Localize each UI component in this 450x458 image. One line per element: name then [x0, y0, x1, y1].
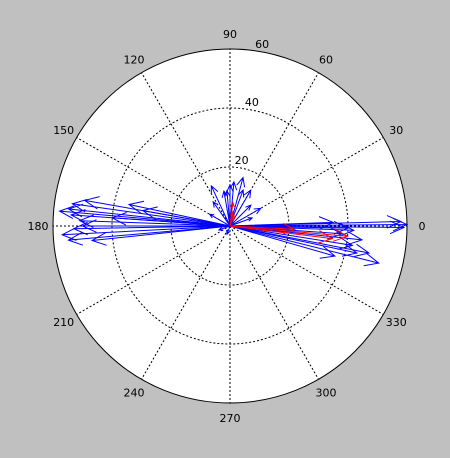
arrow-blue-11 [229, 225, 371, 257]
angle-label-330: 330 [386, 316, 407, 329]
angle-label-300: 300 [316, 386, 337, 399]
arrow-blue-3 [229, 216, 335, 230]
angle-label-90: 90 [223, 28, 237, 41]
grid-spoke-150 [76, 137, 231, 227]
arrow-blue-10 [229, 225, 380, 267]
arrow-blue-12 [229, 225, 337, 259]
ring-label-20: 20 [235, 154, 249, 167]
arrow-blue-37 [229, 204, 252, 227]
angle-label-270: 270 [220, 412, 241, 425]
plot-outline [52, 48, 408, 404]
arrow-blue-18 [78, 214, 231, 228]
angle-label-150: 150 [53, 124, 74, 137]
arrow-red-2 [229, 223, 297, 235]
arrow-blue-41 [226, 225, 231, 236]
arrow-blue-31 [226, 183, 234, 226]
angle-label-210: 210 [53, 316, 74, 329]
angle-label-60: 60 [319, 54, 333, 67]
grid-spoke-240 [141, 225, 231, 380]
arrow-blue-38 [229, 207, 262, 227]
angle-label-180: 180 [28, 220, 49, 233]
arrow-blue-33 [221, 189, 231, 227]
angle-label-120: 120 [124, 54, 145, 67]
arrow-blue-39 [229, 217, 254, 227]
arrow-blue-17 [58, 205, 231, 227]
arrow-blue-25 [141, 206, 231, 227]
arrow-red-5 [229, 213, 235, 227]
arrow-blue-24 [127, 200, 231, 227]
grid-spoke-120 [141, 72, 231, 227]
arrow-blue-27 [229, 189, 252, 227]
arrow-blue-26 [111, 212, 231, 227]
arrow-blue-34 [210, 184, 231, 227]
ring-label-60: 60 [255, 38, 269, 51]
angle-label-30: 30 [389, 124, 403, 137]
arrow-blue-36 [208, 213, 231, 227]
arrow-blue-14 [71, 199, 231, 227]
arrow-blue-23 [90, 225, 231, 246]
ring-label-40: 40 [245, 96, 259, 109]
arrow-blue-35 [212, 200, 231, 227]
grid-spoke-300 [229, 225, 319, 380]
angle-label-240: 240 [124, 386, 145, 399]
label-layer: 0 30 60 90 120 150 180 210 240 270 300 330 20 40 60 [28, 28, 426, 425]
grid-spoke-210 [76, 225, 231, 315]
arrow-blue-40 [217, 225, 231, 231]
series-layer [58, 176, 409, 267]
grid-ring-40 [111, 107, 349, 345]
arrow-red-1 [229, 225, 334, 244]
grid-spoke-330 [229, 225, 384, 315]
angle-label-0: 0 [419, 220, 426, 233]
arrow-red-0 [229, 225, 349, 242]
series-red [229, 201, 349, 244]
